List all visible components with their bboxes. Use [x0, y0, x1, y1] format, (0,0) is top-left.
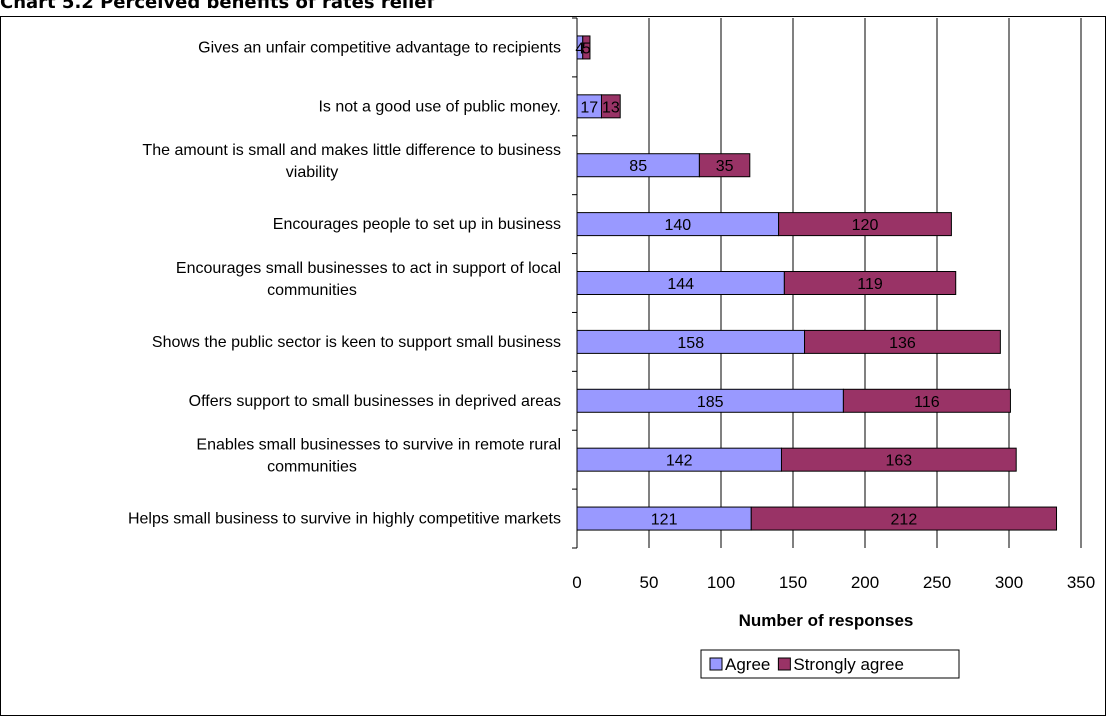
- legend-entry: Agree: [725, 655, 770, 674]
- data-label: 119: [857, 276, 883, 293]
- category-label: Offers support to small businesses in de…: [189, 393, 561, 410]
- legend-entry: Strongly agree: [793, 655, 904, 674]
- legend-swatch: [709, 657, 723, 671]
- data-label: 13: [602, 99, 620, 116]
- category-label: Encourages people to set up in business: [273, 216, 561, 233]
- category-label: Enables small businesses to survive in r…: [196, 437, 561, 454]
- data-label: 85: [629, 158, 647, 175]
- data-label: 142: [666, 453, 693, 470]
- category-label: Helps small business to survive in highl…: [128, 511, 561, 528]
- data-label: 5: [582, 40, 591, 57]
- bar-segment-strongly-agree: [750, 506, 1058, 531]
- data-label: 185: [697, 394, 724, 411]
- data-label: 4: [575, 40, 584, 57]
- x-tick-label: 50: [640, 573, 659, 592]
- chart-title: Chart 5.2 Perceived benefits of rates re…: [0, 0, 435, 13]
- bar-segment-strongly-agree: [600, 94, 621, 119]
- data-label: 136: [889, 335, 916, 352]
- x-tick-label: 150: [779, 573, 807, 592]
- labels: 0 50 100 150 200 250 300 350 45 Gives an unfair c…: [128, 39, 1095, 592]
- data-label: 17: [580, 99, 598, 116]
- legend-swatch: [777, 657, 791, 671]
- x-axis-title: Number of responses: [739, 611, 914, 630]
- bar-chart: 0 50 100 150 200 250 300 350 45 Gives an unfair c…: [128, 17, 1095, 679]
- x-tick-label: 200: [851, 573, 879, 592]
- bar-segment-strongly-agree: [780, 447, 1017, 472]
- legend-box: [700, 649, 960, 679]
- bar-segment-strongly-agree: [804, 329, 1001, 354]
- bar-segment-strongly-agree: [842, 388, 1011, 413]
- x-tick-label: 0: [572, 573, 581, 592]
- x-tick-label: 100: [707, 573, 735, 592]
- x-tick-label: 350: [1067, 573, 1095, 592]
- data-label: 212: [891, 512, 918, 529]
- data-label: 35: [716, 158, 734, 175]
- bar-segment-strongly-agree: [698, 153, 751, 178]
- category-label: viability: [286, 164, 338, 181]
- data-label: 116: [914, 394, 940, 411]
- category-label: Shows the public sector is keen to suppo…: [152, 334, 561, 351]
- x-tick-label: 300: [995, 573, 1023, 592]
- data-label: 140: [664, 217, 691, 234]
- bar-segment-strongly-agree: [783, 271, 957, 295]
- category-label: The amount is small and makes little dif…: [142, 142, 561, 159]
- data-label: 120: [852, 217, 879, 234]
- bar-segment-strongly-agree: [778, 212, 952, 237]
- data-label: 144: [667, 276, 694, 293]
- bars: [576, 35, 1058, 531]
- legend: Agree Strongly agree: [700, 649, 960, 679]
- data-label: 158: [677, 335, 704, 352]
- category-label: Is not a good use of public money.: [318, 98, 561, 115]
- category-label: communities: [267, 459, 357, 476]
- bar-segment-strongly-agree: [582, 35, 591, 60]
- data-label: 121: [651, 512, 678, 529]
- category-label: communities: [267, 282, 357, 299]
- x-tick-label: 250: [923, 573, 951, 592]
- category-label: Encourages small businesses to act in su…: [176, 260, 561, 277]
- data-label: 163: [885, 453, 912, 470]
- category-label: Gives an unfair competitive advantage to…: [198, 39, 561, 56]
- axes: [572, 17, 578, 549]
